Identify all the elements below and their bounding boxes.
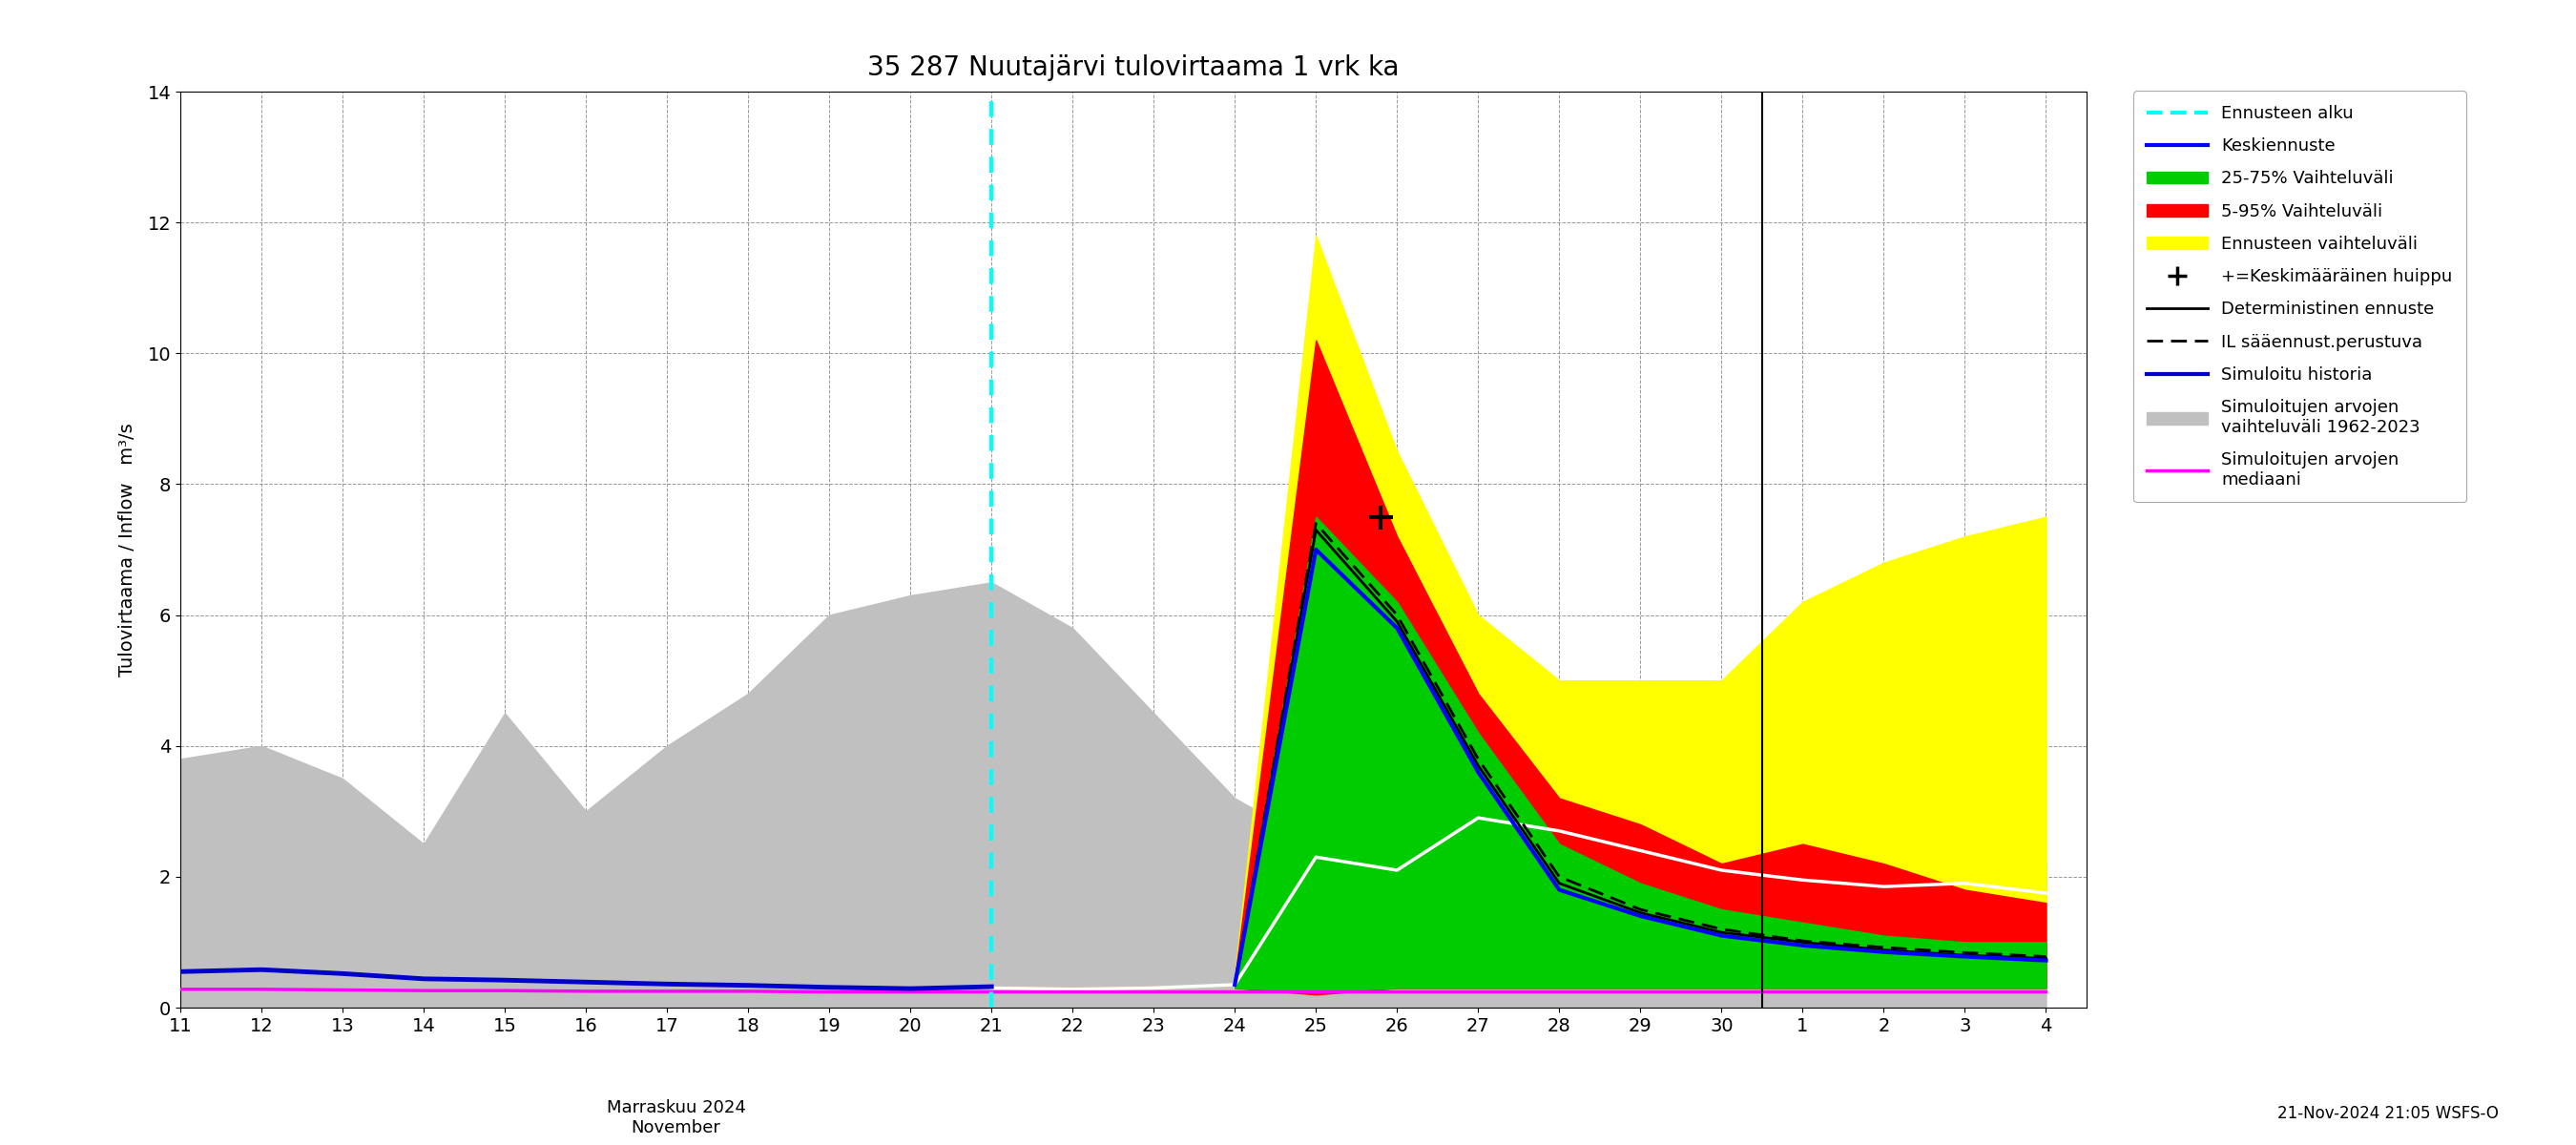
Title: 35 287 Nuutajärvi tulovirtaama 1 vrk ka: 35 287 Nuutajärvi tulovirtaama 1 vrk ka	[868, 55, 1399, 81]
Text: 21-Nov-2024 21:05 WSFS-O: 21-Nov-2024 21:05 WSFS-O	[2277, 1105, 2499, 1122]
Legend: Ennusteen alku, Keskiennuste, 25-75% Vaihteluväli, 5-95% Vaihteluväli, Ennusteen: Ennusteen alku, Keskiennuste, 25-75% Vai…	[2133, 92, 2465, 503]
Text: Marraskuu 2024
November: Marraskuu 2024 November	[605, 1099, 744, 1136]
Y-axis label: Tulovirtaama / Inflow   m³/s: Tulovirtaama / Inflow m³/s	[118, 423, 137, 677]
